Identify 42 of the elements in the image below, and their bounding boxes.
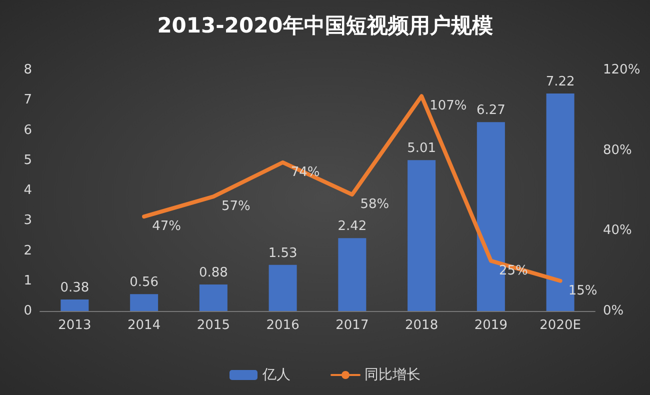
bar — [338, 238, 366, 311]
x-tick-label: 2016 — [266, 318, 300, 333]
y-tick-label: 6 — [24, 122, 32, 138]
legend-label: 亿人 — [262, 367, 290, 383]
x-tick-label: 2019 — [474, 318, 508, 333]
data-label: 57% — [221, 199, 250, 214]
y-tick-label: 3 — [24, 213, 32, 228]
data-label: 58% — [360, 197, 390, 212]
data-label: 5.01 — [407, 141, 436, 156]
chart-title: 2013-2020年中国短视频用户规模 — [157, 14, 493, 38]
bar — [408, 160, 436, 311]
y2-tick-label: 80% — [603, 142, 632, 158]
data-label: 2.42 — [338, 219, 367, 234]
y-tick-label: 5 — [24, 152, 32, 168]
data-label: 107% — [430, 98, 467, 114]
x-tick-label: 2014 — [128, 318, 161, 333]
y-tick-label: 8 — [24, 62, 32, 78]
x-tick-label: 2018 — [405, 318, 438, 333]
y-tick-label: 1 — [24, 273, 32, 288]
bar — [268, 264, 297, 311]
x-tick-label: 2013 — [58, 318, 92, 333]
data-label: 47% — [152, 219, 181, 234]
y-tick-label: 2 — [24, 243, 32, 258]
data-label: 0.38 — [60, 280, 90, 296]
data-label: 6.27 — [476, 103, 506, 118]
data-label: 0.88 — [198, 265, 228, 280]
bar — [130, 294, 158, 311]
data-label: 0.56 — [130, 275, 159, 290]
data-label: 7.22 — [546, 74, 575, 90]
bar — [60, 300, 89, 311]
bar — [199, 284, 228, 311]
y2-tick-label: 0% — [603, 304, 624, 318]
y-tick-label: 7 — [24, 92, 32, 108]
x-tick-label: 2020E — [540, 318, 581, 333]
legend-label: 同比增长 — [364, 367, 420, 383]
x-tick-label: 2015 — [196, 318, 230, 333]
y2-tick-label: 40% — [603, 223, 632, 238]
x-tick-label: 2017 — [336, 318, 369, 333]
y2-tick-label: 120% — [603, 62, 640, 78]
y-tick-label: 4 — [24, 183, 32, 198]
y-tick-label: 0 — [24, 304, 32, 318]
data-label: 1.53 — [268, 246, 298, 261]
